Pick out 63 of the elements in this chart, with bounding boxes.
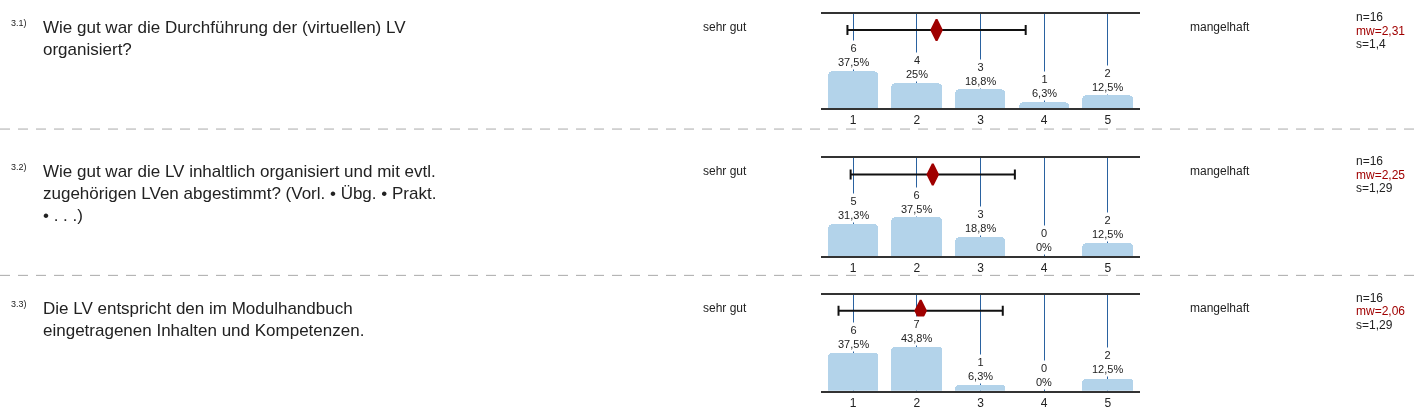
text: mangelhaft [1190,164,1251,178]
text: sehr gut [703,164,748,178]
bar [891,346,943,391]
x-tick-label: 4 [1040,396,1048,411]
text: mw=2,06 [1356,304,1406,318]
x-tick-label: 1 [849,113,857,128]
x-tick-label: 4 [1040,113,1048,128]
text: 3.1) [11,18,27,28]
data-label: 0 0% [1036,227,1053,254]
bar [891,217,943,257]
text: Die LV entspricht den im Modulhandbuch eingetragenen Inhalten und Kompetenzen. [43,299,365,341]
text: s=1,29 [1356,181,1393,195]
bar [1019,102,1070,109]
text: sehr gut [703,301,748,315]
bar [1082,95,1134,109]
bar [955,237,1006,257]
data-label: 7 43,8% [901,318,933,345]
data-label: 3 18,8% [965,208,997,235]
data-label: 2 12,5% [1092,214,1124,241]
data-label: 5 31,3% [838,195,870,222]
text: mw=2,25 [1356,168,1406,182]
x-tick-label: 1 [849,396,857,411]
text: 3.3) [11,299,27,309]
data-label: 2 12,5% [1092,349,1124,376]
text: mangelhaft [1190,301,1251,315]
text: Wie gut war die Durchführung der (virtuellen) LV organisiert? [43,18,407,60]
text: n=16 [1356,291,1384,305]
x-tick-label: 3 [977,261,985,276]
text: 3.2) [11,162,27,172]
x-tick-label: 2 [913,261,921,276]
x-tick-label: 5 [1104,113,1112,128]
text: s=1,29 [1356,318,1393,332]
text: s=1,4 [1356,37,1387,51]
data-label: 2 12,5% [1092,67,1124,94]
data-label: 6 37,5% [838,324,870,351]
data-label: 4 25% [906,54,929,81]
x-tick-label: 5 [1104,261,1112,276]
x-tick-label: 2 [913,113,921,128]
text: mangelhaft [1190,20,1251,34]
data-label: 6 37,5% [838,42,870,69]
text: Wie gut war die LV inhaltlich organisiert und mit evtl. zugehörigen LVen abgestimmt? (Vorl. • Übg. • Prakt. • . . .) [43,162,437,226]
text: n=16 [1356,154,1384,168]
x-tick-label: 2 [913,396,921,411]
x-tick-label: 5 [1104,396,1112,411]
x-tick-label: 3 [977,113,985,128]
bar [828,224,879,257]
bar [891,83,943,109]
x-tick-label: 3 [977,396,985,411]
text: n=16 [1356,10,1384,24]
bar [828,71,879,109]
data-label: 1 6,3% [968,356,994,383]
text: sehr gut [703,20,748,34]
bar [1082,378,1134,391]
data-label: 0 0% [1036,362,1053,389]
data-label: 6 37,5% [901,189,933,216]
data-label: 1 6,3% [1032,73,1058,100]
data-label: 3 18,8% [965,61,997,88]
bar [828,352,879,391]
x-tick-label: 4 [1040,261,1048,276]
x-tick-label: 1 [849,261,857,276]
bar [1082,243,1134,257]
bar [955,89,1006,109]
text: mw=2,31 [1356,24,1406,38]
